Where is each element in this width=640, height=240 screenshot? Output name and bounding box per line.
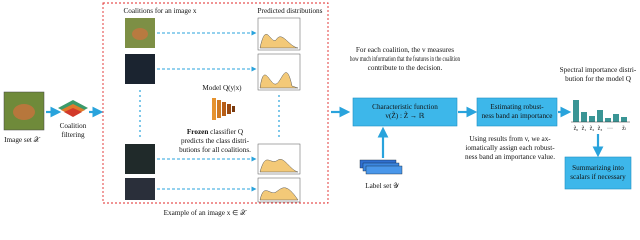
example-box	[102, 2, 329, 204]
bar-label: ···	[607, 126, 613, 132]
bar-labels: z̃₀ z̃₁ z̃₂ z̃₃ ··· z̃ₗ	[574, 125, 626, 132]
measure-text: For each coalition, the v measures how mu…	[350, 46, 460, 72]
spectral-bars	[571, 100, 630, 123]
bar-label: z̃₁	[582, 125, 587, 132]
characteristic-text: Characteristic function v(Z̃) : Z̃ → ℝ	[372, 103, 438, 120]
example-caption: Example of an image x ∈ 𝒳	[164, 209, 248, 217]
spectral-title: Spectral importance distri-bution for th…	[560, 66, 637, 83]
distributions-title: Predicted distributions	[258, 7, 323, 15]
assign-text: Using results from v, we ax-iomatically …	[465, 135, 555, 161]
coalitions-title: Coalitions for an image x	[123, 7, 196, 15]
filter-icon	[58, 100, 88, 117]
estimating-text: Estimating robust-ness band an importanc…	[482, 103, 553, 120]
bar-label: z̃ₗ	[622, 125, 626, 132]
summary-text: Summarizing into scalars if necessary	[570, 164, 626, 181]
label-set-icon	[359, 159, 403, 175]
bar-label: z̃₂	[590, 125, 595, 132]
diagram: Image set 𝒳 Coalition filtering Example o…	[3, 2, 637, 217]
arrows-to-distributions	[157, 30, 257, 192]
bar-label: z̃₃	[598, 125, 603, 132]
distribution-plots	[257, 17, 301, 203]
model-label: Model Q(y|x)	[202, 84, 242, 92]
label-set-label: Label set 𝒴	[365, 182, 400, 190]
coalition-images	[125, 18, 155, 200]
summary-box	[564, 156, 632, 190]
input-image	[3, 91, 45, 131]
characteristic-box	[352, 97, 458, 127]
filter-label: Coalition filtering	[60, 122, 87, 139]
estimating-box	[476, 97, 558, 127]
input-label: Image set 𝒳	[4, 136, 41, 144]
model-icon	[212, 98, 235, 120]
bar-label: z̃₀	[574, 125, 579, 132]
